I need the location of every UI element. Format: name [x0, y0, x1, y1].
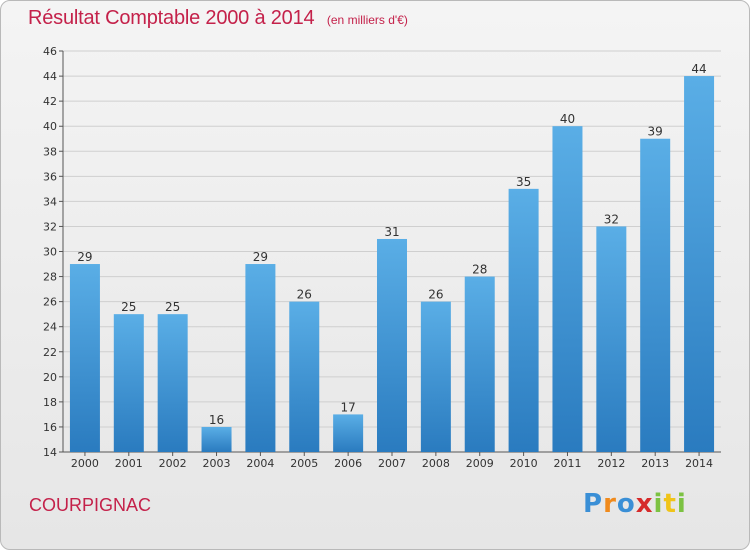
x-tick-label: 2013 [641, 457, 669, 470]
data-label: 17 [340, 400, 355, 414]
y-tick-label: 18 [43, 396, 57, 409]
data-label: 16 [209, 413, 224, 427]
bars [69, 76, 715, 452]
y-tick-label: 14 [43, 446, 57, 459]
bar-2004 [245, 264, 276, 452]
bar-2010 [508, 188, 539, 452]
logo-letter: r [603, 489, 617, 519]
y-tick-label: 36 [43, 170, 57, 183]
data-label: 35 [516, 175, 531, 189]
data-label: 29 [77, 250, 92, 264]
x-tick-label: 2011 [553, 457, 581, 470]
x-tick-label: 2006 [334, 457, 362, 470]
y-tick-label: 16 [43, 421, 57, 434]
y-tick-label: 22 [43, 346, 57, 359]
data-label: 32 [604, 212, 619, 226]
bar-2003 [201, 426, 232, 452]
data-label: 29 [253, 250, 268, 264]
logo-letter: i [653, 489, 664, 519]
y-tick-label: 46 [43, 45, 57, 58]
data-label: 40 [560, 112, 575, 126]
data-label: 26 [428, 288, 443, 302]
x-tick-label: 2001 [115, 457, 143, 470]
commune-name: COURPIGNAC [29, 495, 152, 515]
x-tick-label: 2003 [203, 457, 231, 470]
x-tick-label: 2014 [685, 457, 713, 470]
y-tick-label: 34 [43, 195, 57, 208]
y-tick-label: 44 [43, 70, 57, 83]
bar-2001 [113, 314, 144, 452]
y-tick-label: 28 [43, 271, 57, 284]
data-label: 26 [297, 288, 312, 302]
y-tick-label: 42 [43, 95, 57, 108]
y-tick-label: 30 [43, 246, 57, 259]
x-tick-label: 2009 [466, 457, 494, 470]
x-tick-label: 2005 [290, 457, 318, 470]
chart-title: Résultat Comptable 2000 à 2014 [28, 7, 315, 29]
x-tick-label: 2000 [71, 457, 99, 470]
bar-2014 [684, 76, 715, 452]
x-tick-label: 2004 [246, 457, 274, 470]
data-label: 39 [648, 125, 663, 139]
bar-2007 [377, 238, 407, 452]
chart-subtitle: (en milliers d'€) [326, 13, 408, 27]
x-tick-label: 2010 [510, 457, 538, 470]
y-tick-label: 26 [43, 296, 57, 309]
bar-2005 [289, 301, 320, 452]
data-label: 44 [691, 62, 706, 76]
data-label: 25 [121, 300, 136, 314]
logo-letter: t [663, 489, 677, 519]
chart-title-row: Résultat Comptable 2000 à 2014 (en milli… [28, 7, 408, 30]
bar-2009 [464, 276, 495, 452]
logo-letter: P [583, 489, 604, 519]
bar-2008 [420, 301, 451, 452]
y-tick-label: 20 [43, 371, 57, 384]
data-label: 31 [384, 225, 399, 239]
logo-letter: o [616, 489, 636, 519]
labels: 14 16 18 20 22 24 26 28 30 32 34 36 38 40 42 44 46 2000 29… [43, 45, 713, 470]
data-label: 25 [165, 300, 180, 314]
y-tick-label: 32 [43, 220, 57, 233]
bar-2002 [157, 314, 188, 452]
x-tick-label: 2002 [159, 457, 187, 470]
proxiti-logo[interactable]: Proxiti [583, 489, 687, 519]
bar-2000 [69, 264, 100, 452]
x-tick-label: 2012 [597, 457, 625, 470]
bar-2012 [596, 226, 627, 452]
y-tick-label: 24 [43, 321, 57, 334]
data-label: 28 [472, 263, 487, 277]
logo-letter: i [676, 489, 687, 519]
y-tick-label: 38 [43, 145, 57, 158]
x-tick-label: 2008 [422, 457, 450, 470]
x-tick-label: 2007 [378, 457, 406, 470]
y-tick-label: 40 [43, 120, 57, 133]
logo-letter: x [635, 489, 654, 519]
bar-2013 [640, 138, 671, 452]
bar-2011 [552, 126, 583, 452]
bar-2006 [333, 414, 364, 452]
